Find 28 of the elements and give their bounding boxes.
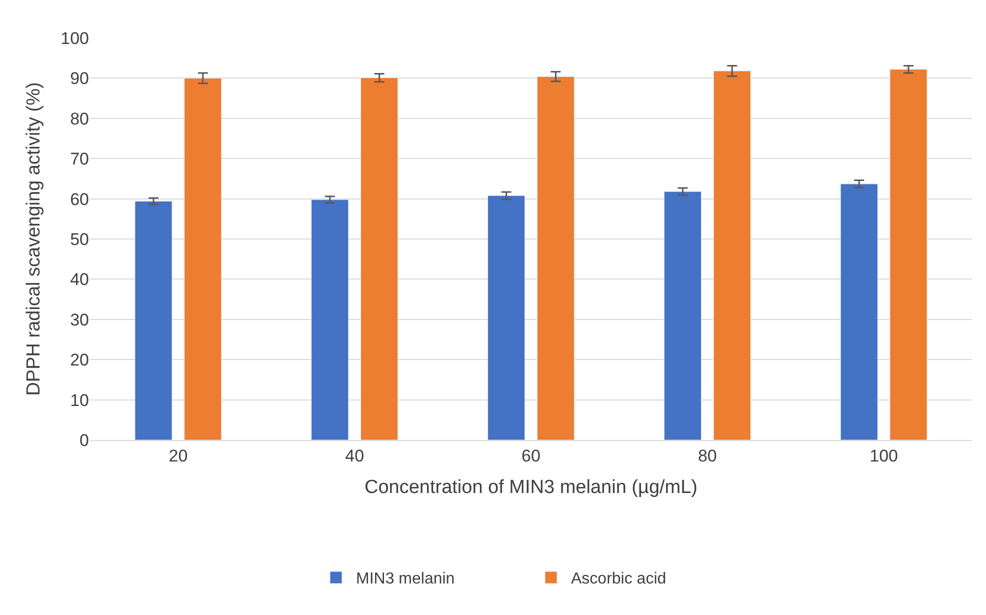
y-tick-label: 20 [70, 350, 89, 370]
y-tick-label: 0 [80, 430, 89, 450]
y-tick-label: 30 [70, 310, 89, 330]
y-tick-label: 100 [60, 28, 89, 48]
bar [488, 195, 526, 440]
y-tick-label: 80 [70, 109, 89, 128]
x-axis-title: Concentration of MIN3 melanin (µg/mL) [364, 477, 698, 498]
bar [360, 78, 398, 440]
bar [840, 184, 878, 440]
x-tick-label: 60 [522, 446, 540, 466]
x-tick-label: 20 [168, 446, 188, 466]
y-tick-label: 70 [70, 150, 89, 169]
bar [536, 76, 574, 440]
y-tick-label: 60 [70, 190, 89, 209]
bar [134, 200, 172, 440]
bar [664, 191, 702, 440]
x-tick-label: 40 [345, 446, 364, 466]
x-tick-label: 100 [870, 446, 898, 466]
y-axis-title: DPPH radical scavenging activity (%) [23, 82, 44, 396]
y-tick-label: 10 [70, 390, 89, 410]
bar [311, 199, 349, 440]
y-tick-label: 50 [70, 230, 89, 249]
bar [713, 70, 751, 440]
x-tick-label: 80 [698, 446, 717, 466]
bar [184, 78, 222, 440]
bar [890, 69, 928, 440]
y-tick-label: 90 [70, 69, 89, 88]
y-tick-label: 40 [70, 270, 89, 290]
